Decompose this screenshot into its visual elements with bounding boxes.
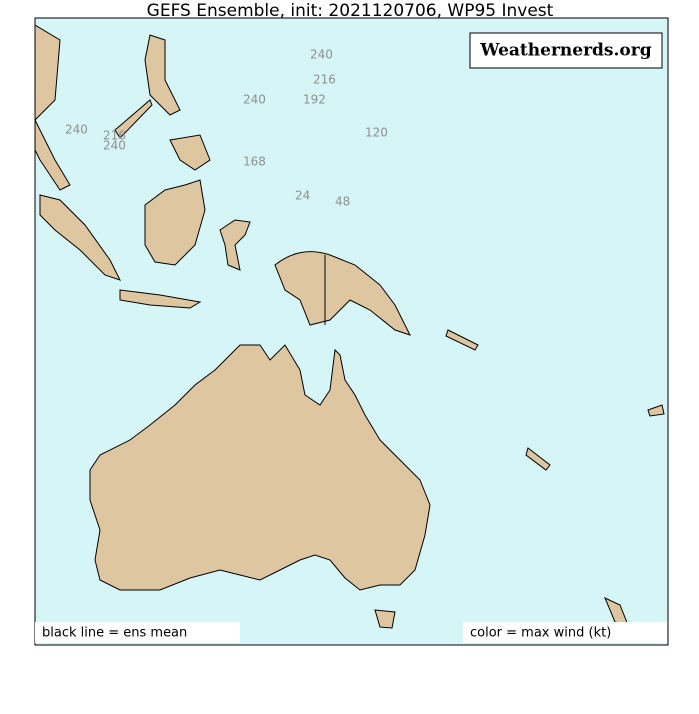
- luzon: [144, 34, 181, 116]
- note: color = max wind (kt): [470, 626, 611, 641]
- watermark-box: [469, 32, 663, 69]
- track-label: 120: [365, 126, 388, 140]
- palawan: [114, 99, 153, 139]
- java: [119, 289, 202, 309]
- borneo: [144, 179, 206, 266]
- land: [35, 24, 665, 629]
- track-label: 168: [243, 155, 266, 169]
- tasmania: [374, 609, 396, 629]
- malay-peninsula: [35, 119, 71, 191]
- track-label: 48: [335, 195, 350, 209]
- track-label: 216: [313, 73, 336, 87]
- australia: [89, 344, 431, 591]
- new-caledonia: [525, 447, 551, 471]
- track-label: 192: [303, 93, 326, 107]
- sumatra: [39, 194, 121, 281]
- track-label: 240: [243, 93, 266, 107]
- title: GEFS Ensemble, init: 2021120706, WP95 In…: [147, 1, 554, 21]
- fiji: [647, 404, 665, 417]
- note-box: [35, 622, 240, 643]
- track-label: 240: [103, 139, 126, 153]
- solomons: [445, 329, 479, 351]
- track-label: 216: [103, 129, 126, 143]
- watermark: Weathernerds.org: [479, 41, 651, 61]
- frame: [34, 17, 669, 646]
- track-label: 240: [310, 48, 333, 62]
- note-box: [463, 622, 667, 643]
- mindanao: [169, 134, 211, 171]
- track-label: 240: [65, 123, 88, 137]
- track-labels: 240 240 216 192 240 120 168 24 216 240 4…: [65, 48, 388, 209]
- new-guinea: [274, 251, 411, 336]
- track-label: 24: [295, 189, 310, 203]
- indochina: [35, 24, 61, 121]
- sulawesi: [219, 219, 251, 271]
- note: black line = ens mean: [42, 626, 187, 641]
